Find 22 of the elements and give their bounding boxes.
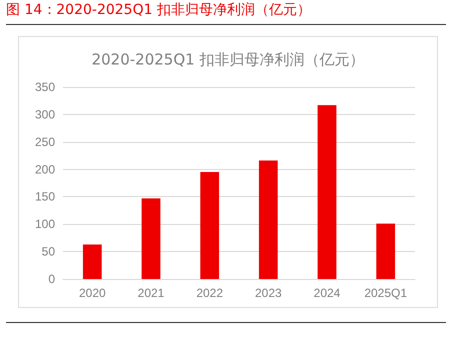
chart-title: 图 14：2020-2025Q1 扣非归母净利润（亿元） bbox=[6, 0, 446, 25]
bar bbox=[82, 244, 102, 279]
y-tick-label: 150 bbox=[34, 190, 56, 204]
chart-subtitle: 2020-2025Q1 扣非归母净利润（亿元） bbox=[92, 50, 364, 68]
y-tick-label: 100 bbox=[34, 217, 56, 232]
x-tick-label: 2025Q1 bbox=[364, 286, 408, 300]
y-tick-label: 300 bbox=[34, 107, 56, 122]
x-tick-label: 2020 bbox=[78, 286, 106, 300]
y-tick-label: 200 bbox=[34, 162, 56, 176]
x-tick-label: 2024 bbox=[314, 286, 341, 300]
bar bbox=[258, 160, 278, 279]
x-tick-label: 2022 bbox=[196, 286, 224, 300]
bar bbox=[318, 105, 336, 279]
bar bbox=[142, 198, 160, 279]
bar bbox=[376, 224, 396, 279]
y-tick-label: 350 bbox=[34, 80, 56, 94]
x-tick-label: 2023 bbox=[254, 286, 282, 300]
x-tick-label: 2021 bbox=[138, 286, 165, 300]
y-tick-label: 50 bbox=[42, 244, 56, 259]
bar bbox=[200, 172, 220, 279]
y-tick-label: 0 bbox=[48, 272, 56, 286]
y-tick-label: 250 bbox=[34, 134, 56, 149]
